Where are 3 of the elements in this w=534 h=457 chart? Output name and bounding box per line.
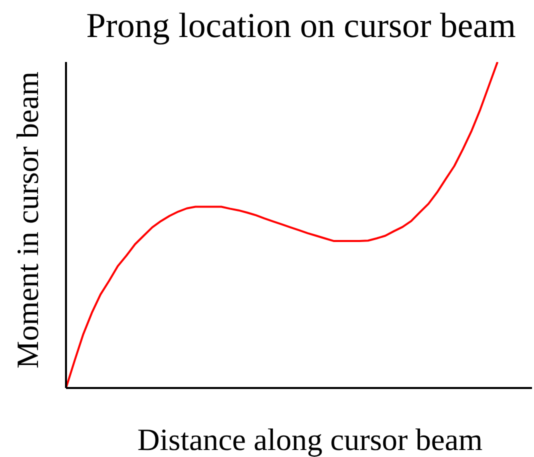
y-axis-title: Moment in cursor beam: [10, 71, 45, 369]
chart-title: Prong location on cursor beam: [86, 6, 516, 45]
x-axis-title: Distance along cursor beam: [137, 422, 483, 457]
